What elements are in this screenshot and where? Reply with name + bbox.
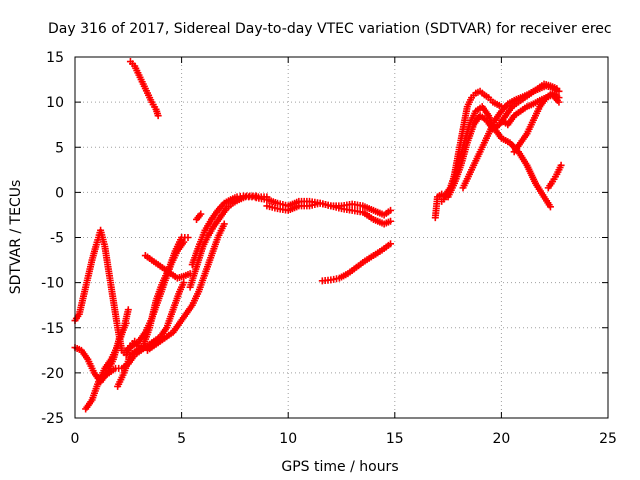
data-point <box>387 206 395 214</box>
y-axis-label: SDTVAR / TECUs <box>8 180 24 295</box>
series-layer <box>71 58 565 413</box>
series-arc-15 <box>318 240 395 285</box>
series-arc-7 <box>122 238 188 354</box>
series-arc-16 <box>431 190 446 222</box>
y-tick-label: -25 <box>41 411 64 427</box>
y-tick-label: 0 <box>55 185 64 201</box>
ticks: 0 5 10 15 20 25 -25 -20 -15 -10 -5 0 5 10 15 <box>41 50 617 447</box>
y-tick-label: -15 <box>41 321 64 337</box>
data-point <box>197 210 205 218</box>
series-arc-20 <box>459 82 563 192</box>
series-arc-14 <box>263 199 395 228</box>
x-tick-label: 15 <box>386 431 404 447</box>
data-point <box>387 240 395 248</box>
data-point <box>555 87 563 95</box>
data-point <box>124 306 132 314</box>
series-arc-2 <box>71 226 143 359</box>
y-tick-label: -5 <box>50 231 64 247</box>
x-tick-label: 5 <box>177 431 186 447</box>
data-point <box>220 220 228 228</box>
data-point <box>184 234 192 241</box>
chart-title: Day 316 of 2017, Sidereal Day-to-day VTE… <box>48 21 612 37</box>
y-tick-label: 5 <box>55 140 64 156</box>
data-point <box>387 217 395 225</box>
x-tick-label: 10 <box>279 431 297 447</box>
series-arc-12 <box>193 210 205 223</box>
series-arc-11 <box>188 192 260 269</box>
y-tick-label: -20 <box>41 366 64 382</box>
x-tick-label: 25 <box>599 431 617 447</box>
y-tick-label: 10 <box>46 95 64 111</box>
data-point <box>180 279 188 287</box>
series-arc-1 <box>126 58 162 120</box>
data-point <box>546 203 554 211</box>
series-arc-9 <box>143 220 228 354</box>
data-point <box>154 112 162 120</box>
y-tick-label: -10 <box>41 276 64 292</box>
y-tick-label: 15 <box>46 50 64 66</box>
series-arc-22 <box>510 89 563 156</box>
x-axis-label: GPS time / hours <box>281 459 398 475</box>
x-tick-label: 0 <box>71 431 80 447</box>
data-point <box>557 161 565 169</box>
x-tick-label: 20 <box>492 431 510 447</box>
data-point <box>555 94 563 102</box>
series-arc-23 <box>544 161 565 192</box>
data-point <box>180 238 188 246</box>
